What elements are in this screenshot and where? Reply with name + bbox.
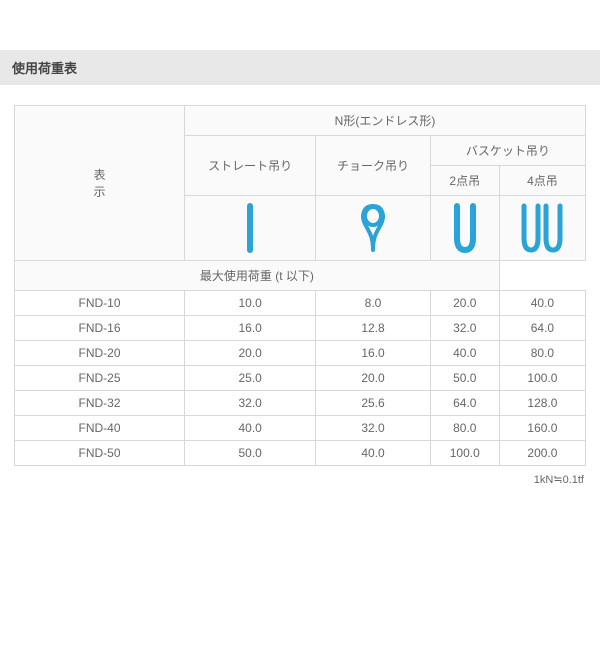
- load-table: 表 示 N形(エンドレス形) ストレート吊り チョーク吊り バスケット吊り 2点…: [14, 105, 586, 466]
- header-topgroup: N形(エンドレス形): [185, 106, 586, 136]
- header-rowlabel: 表 示: [15, 106, 185, 261]
- cell-value: 64.0: [430, 391, 499, 416]
- header-col-2pt: 2点吊: [430, 166, 499, 196]
- cell-value: 40.0: [316, 441, 430, 466]
- header-col-choke: チョーク吊り: [316, 136, 430, 196]
- cell-value: 40.0: [430, 341, 499, 366]
- section-title: 使用荷重表: [0, 50, 600, 85]
- table-row: FND-1616.012.832.064.0: [15, 316, 586, 341]
- cell-value: 50.0: [185, 441, 316, 466]
- icon-basket-2pt: [430, 196, 499, 261]
- cell-value: 32.0: [185, 391, 316, 416]
- row-label: FND-20: [15, 341, 185, 366]
- cell-value: 20.0: [316, 366, 430, 391]
- cell-value: 100.0: [430, 441, 499, 466]
- cell-value: 50.0: [430, 366, 499, 391]
- cell-value: 12.8: [316, 316, 430, 341]
- cell-value: 160.0: [499, 416, 585, 441]
- header-basket-group: バスケット吊り: [430, 136, 585, 166]
- cell-value: 80.0: [430, 416, 499, 441]
- row-label: FND-40: [15, 416, 185, 441]
- cell-value: 16.0: [316, 341, 430, 366]
- cell-value: 25.6: [316, 391, 430, 416]
- icon-choke: [316, 196, 430, 261]
- row-label: FND-50: [15, 441, 185, 466]
- table-row: FND-5050.040.0100.0200.0: [15, 441, 586, 466]
- cell-value: 10.0: [185, 291, 316, 316]
- table-row: FND-2525.020.050.0100.0: [15, 366, 586, 391]
- cell-value: 200.0: [499, 441, 585, 466]
- icon-basket-4pt: [499, 196, 585, 261]
- table-row: FND-3232.025.664.0128.0: [15, 391, 586, 416]
- cell-value: 20.0: [430, 291, 499, 316]
- cell-value: 32.0: [316, 416, 430, 441]
- cell-value: 40.0: [185, 416, 316, 441]
- row-label: FND-10: [15, 291, 185, 316]
- row-label: FND-25: [15, 366, 185, 391]
- table-row: FND-4040.032.080.0160.0: [15, 416, 586, 441]
- load-table-wrapper: 表 示 N形(エンドレス形) ストレート吊り チョーク吊り バスケット吊り 2点…: [0, 85, 600, 470]
- table-body: FND-1010.08.020.040.0FND-1616.012.832.06…: [15, 291, 586, 466]
- table-row: FND-2020.016.040.080.0: [15, 341, 586, 366]
- cell-value: 20.0: [185, 341, 316, 366]
- row-label: FND-32: [15, 391, 185, 416]
- cell-value: 128.0: [499, 391, 585, 416]
- header-maxload: 最大使用荷重 (t 以下): [15, 261, 500, 291]
- cell-value: 100.0: [499, 366, 585, 391]
- cell-value: 40.0: [499, 291, 585, 316]
- icon-straight: [185, 196, 316, 261]
- cell-value: 64.0: [499, 316, 585, 341]
- header-col-straight: ストレート吊り: [185, 136, 316, 196]
- cell-value: 8.0: [316, 291, 430, 316]
- table-row: FND-1010.08.020.040.0: [15, 291, 586, 316]
- header-col-4pt: 4点吊: [499, 166, 585, 196]
- footnote: 1kN≒0.1tf: [0, 470, 600, 486]
- cell-value: 32.0: [430, 316, 499, 341]
- cell-value: 80.0: [499, 341, 585, 366]
- cell-value: 16.0: [185, 316, 316, 341]
- row-label: FND-16: [15, 316, 185, 341]
- cell-value: 25.0: [185, 366, 316, 391]
